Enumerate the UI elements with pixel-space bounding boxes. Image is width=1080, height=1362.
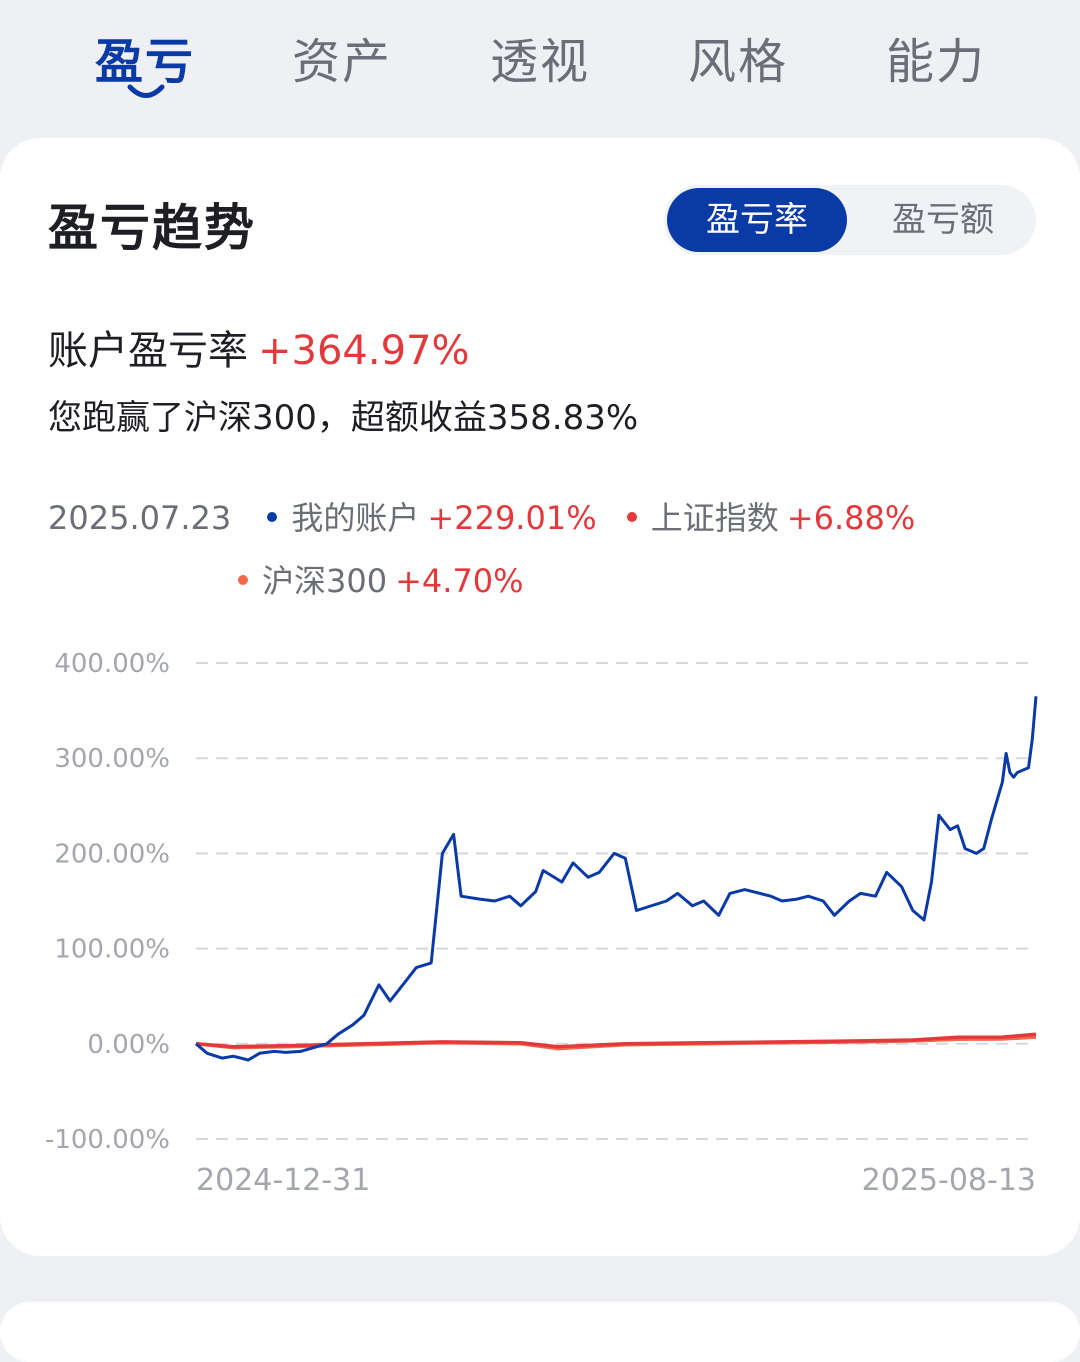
chart-legend: 2025.07.23 我的账户 +229.01% 上证指数 +6.88% [48,493,935,539]
toggle-rate-button[interactable]: 盈亏率 [667,188,847,252]
account-rate-row: 账户盈亏率 +364.97% [48,318,469,376]
y-tick-label: 300.00% [54,744,170,774]
rate-amount-toggle: 盈亏率 盈亏额 [664,185,1036,255]
tab-perspective[interactable]: 透视 [489,34,590,90]
tab-profit-loss[interactable]: 盈亏 [94,34,195,90]
y-tick-label: 400.00% [54,649,170,679]
series-line-1 [195,1032,1037,1049]
profit-trend-chart[interactable]: 400.00% 300.00% 200.00% 100.00% 0.00% -100.00… [0,635,1080,1215]
toggle-amount-button[interactable]: 盈亏额 [892,200,994,240]
legend-dot-icon [267,512,278,522]
legend-date: 2025.07.23 [48,499,232,537]
x-end-label: 2025-08-13 [862,1163,1036,1198]
top-tab-bar: 盈亏 资产 透视 风格 能力 [0,0,1080,120]
legend-dot-icon [238,575,248,585]
tab-ability[interactable]: 能力 [885,34,986,90]
account-rate-label: 账户盈亏率 [48,328,248,374]
x-start-label: 2024-12-31 [196,1163,370,1198]
tab-assets[interactable]: 资产 [291,34,392,90]
chart-legend-row-2: 沪深300 +4.70% [238,556,544,602]
y-tick-label: -100.00% [45,1125,170,1155]
y-tick-label: 100.00% [54,935,170,965]
legend-dot-icon [626,512,637,522]
legend-item-sse-index: 上证指数 +6.88% [626,499,915,537]
card-title: 盈亏趋势 [48,199,256,257]
tab-style[interactable]: 风格 [687,34,788,90]
excess-return-text: 您跑赢了沪深300，超额收益358.83% [48,398,639,438]
active-tab-indicator-icon [127,84,165,98]
account-rate-value: +364.97% [258,328,470,374]
profit-trend-card: 盈亏趋势 盈亏率 盈亏额 账户盈亏率 +364.97% 您跑赢了沪深300，超额收… [0,138,1080,1256]
y-tick-label: 0.00% [87,1030,170,1060]
series-line-0 [195,696,1038,1062]
next-card [0,1302,1080,1362]
y-tick-label: 200.00% [54,839,170,869]
legend-item-csi300: 沪深300 +4.70% [238,562,524,600]
legend-item-my-account: 我的账户 +229.01% [267,499,597,537]
